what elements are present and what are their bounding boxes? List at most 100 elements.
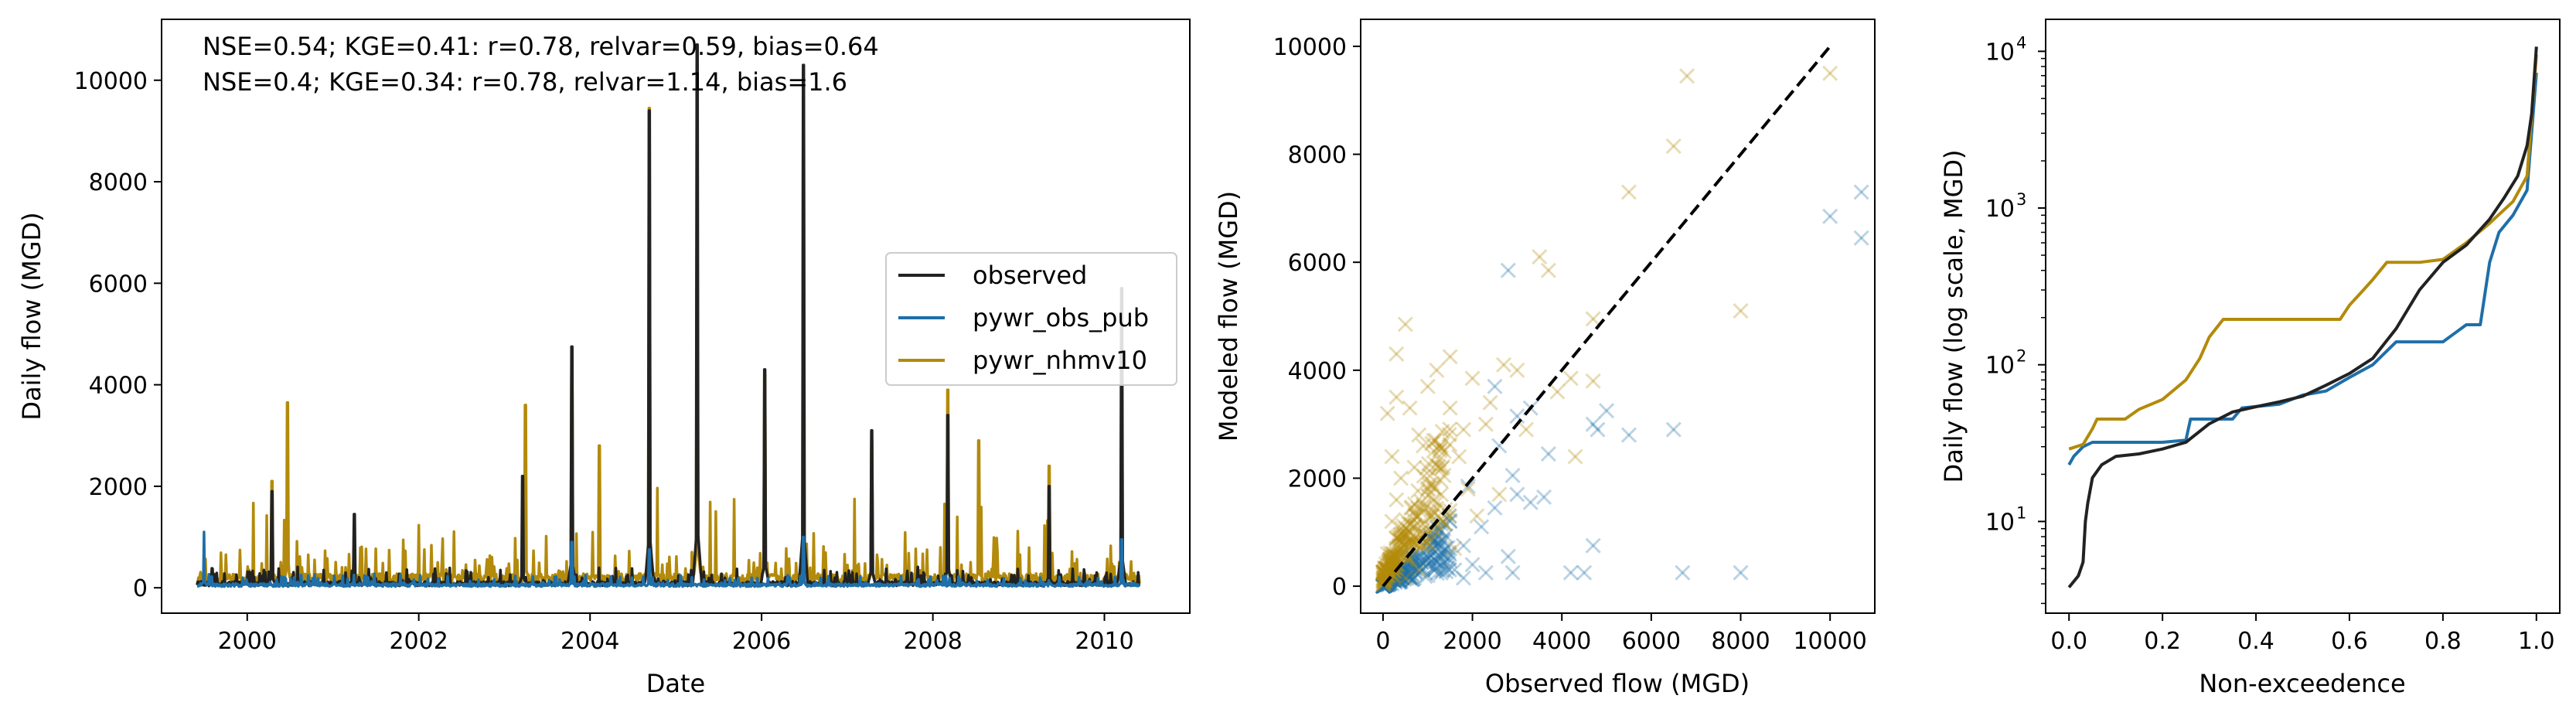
scatter-point-pywr-obs-pub bbox=[1421, 545, 1437, 561]
scatter-point-pywr-nhmv10 bbox=[1406, 459, 1423, 476]
scatter-point-pywr-nhmv10 bbox=[1378, 567, 1394, 583]
marker-stroke bbox=[1392, 561, 1408, 578]
scatter-point-pywr-nhmv10 bbox=[1385, 560, 1402, 576]
y-tick-label-8000: 8000 bbox=[1288, 142, 1347, 169]
scatter-point-pywr-nhmv10 bbox=[1469, 508, 1485, 524]
scatter-point-pywr-nhmv10 bbox=[1436, 467, 1452, 484]
duration-axes-frame bbox=[2045, 19, 2561, 614]
scatter-point-pywr-obs-pub bbox=[1403, 551, 1419, 567]
scatter-point-pywr-nhmv10 bbox=[1407, 534, 1423, 551]
marker-stroke bbox=[1436, 443, 1452, 459]
marker-stroke bbox=[1433, 438, 1450, 454]
scatter-point-pywr-obs-pub bbox=[1392, 574, 1409, 590]
y-tick-label-4000: 4000 bbox=[89, 373, 148, 400]
marker-stroke bbox=[1402, 562, 1418, 578]
marker-stroke bbox=[1426, 491, 1442, 508]
marker-stroke bbox=[1433, 523, 1450, 540]
scatter-point-pywr-nhmv10 bbox=[1451, 448, 1467, 465]
y-tick-label-0: 0 bbox=[133, 575, 148, 602]
marker-stroke bbox=[1406, 512, 1422, 528]
scatter-point-pywr-obs-pub bbox=[1464, 557, 1481, 573]
marker-stroke bbox=[1389, 567, 1405, 583]
marker-stroke bbox=[1389, 557, 1406, 573]
marker-stroke bbox=[1405, 571, 1421, 588]
marker-stroke bbox=[1379, 568, 1395, 584]
scatter-point-pywr-obs-pub bbox=[1434, 563, 1450, 579]
scatter-point-pywr-obs-pub bbox=[1436, 554, 1452, 571]
marker-stroke bbox=[1375, 564, 1392, 581]
scatter-point-pywr-obs-pub bbox=[1419, 557, 1436, 573]
scatter-point-pywr-obs-pub bbox=[1390, 563, 1406, 579]
scatter-point-pywr-obs-pub bbox=[1562, 564, 1579, 581]
marker-stroke bbox=[1437, 540, 1453, 557]
scatter-point-pywr-nhmv10 bbox=[1405, 528, 1421, 544]
marker-stroke bbox=[1387, 566, 1403, 582]
marker-stroke bbox=[1392, 569, 1409, 585]
marker-stroke bbox=[1397, 316, 1413, 332]
marker-stroke bbox=[1426, 480, 1443, 496]
marker-stroke bbox=[1412, 525, 1429, 541]
scatter-point-pywr-nhmv10 bbox=[1402, 525, 1418, 541]
marker-stroke bbox=[1426, 525, 1442, 541]
scatter-point-pywr-nhmv10 bbox=[1433, 472, 1449, 489]
marker-stroke bbox=[1377, 572, 1393, 588]
marker-stroke bbox=[1411, 562, 1427, 578]
marker-stroke bbox=[1375, 564, 1391, 580]
marker-stroke bbox=[1376, 564, 1392, 580]
scatter-point-pywr-obs-pub bbox=[1432, 540, 1448, 556]
marker-stroke bbox=[1380, 561, 1397, 578]
marker-stroke bbox=[1495, 356, 1512, 373]
marker-stroke bbox=[1405, 553, 1421, 569]
marker-stroke bbox=[1397, 526, 1413, 542]
scatter-point-pywr-nhmv10 bbox=[1375, 572, 1392, 588]
marker-stroke bbox=[1385, 549, 1401, 566]
scatter-point-pywr-obs-pub bbox=[1426, 537, 1443, 554]
marker-stroke bbox=[1385, 559, 1401, 575]
scatter-point-pywr-nhmv10 bbox=[1388, 530, 1404, 546]
marker-stroke bbox=[1395, 518, 1412, 534]
scatter-point-pywr-nhmv10 bbox=[1397, 316, 1413, 332]
marker-stroke bbox=[1460, 478, 1476, 494]
scatter-point-pywr-nhmv10 bbox=[1585, 311, 1601, 327]
marker-stroke bbox=[1392, 561, 1408, 578]
scatter-point-pywr-nhmv10 bbox=[1406, 512, 1422, 528]
marker-stroke bbox=[1430, 523, 1447, 540]
marker-stroke bbox=[1385, 546, 1401, 562]
scatter-point-pywr-obs-pub bbox=[1403, 557, 1419, 573]
scatter-point-pywr-nhmv10 bbox=[1403, 500, 1419, 517]
marker-stroke bbox=[1392, 541, 1408, 557]
marker-stroke bbox=[1378, 560, 1394, 577]
scatter-point-pywr-nhmv10 bbox=[1390, 528, 1406, 544]
marker-stroke bbox=[1395, 527, 1412, 543]
scatter-point-pywr-obs-pub bbox=[1411, 560, 1427, 576]
scatter-point-pywr-nhmv10 bbox=[1375, 564, 1391, 580]
scatter-point-pywr-obs-pub bbox=[1392, 561, 1408, 578]
marker-stroke bbox=[1429, 524, 1445, 540]
scatter-point-pywr-obs-pub bbox=[1387, 572, 1403, 588]
y-tick-label-10000: 10 bbox=[1985, 39, 2015, 66]
marker-stroke bbox=[1379, 575, 1396, 592]
scatter-point-pywr-nhmv10 bbox=[1410, 508, 1426, 524]
scatter-point-pywr-nhmv10 bbox=[1434, 424, 1450, 440]
scatter-point-pywr-nhmv10 bbox=[1415, 497, 1432, 513]
scatter-point-pywr-obs-pub bbox=[1407, 564, 1423, 580]
marker-stroke bbox=[1392, 574, 1408, 590]
marker-stroke bbox=[1417, 553, 1434, 569]
scatter-point-pywr-nhmv10 bbox=[1375, 571, 1392, 588]
marker-stroke bbox=[1394, 538, 1410, 554]
scatter-point-pywr-obs-pub bbox=[1429, 530, 1445, 546]
scatter-point-pywr-obs-pub bbox=[1822, 208, 1838, 224]
scatter-point-pywr-obs-pub bbox=[1487, 499, 1503, 516]
marker-stroke bbox=[1585, 416, 1601, 432]
marker-stroke bbox=[1398, 568, 1415, 585]
marker-stroke bbox=[1407, 517, 1423, 534]
marker-stroke bbox=[1392, 533, 1409, 550]
scatter-point-pywr-nhmv10 bbox=[1382, 554, 1399, 570]
marker-stroke bbox=[1390, 528, 1406, 544]
duration-y-label: Daily flow (log scale, MGD) bbox=[1939, 150, 1968, 483]
marker-stroke bbox=[1403, 557, 1419, 574]
marker-stroke bbox=[1455, 570, 1472, 586]
scatter-point-pywr-nhmv10 bbox=[1464, 370, 1481, 387]
marker-stroke bbox=[1421, 507, 1437, 523]
